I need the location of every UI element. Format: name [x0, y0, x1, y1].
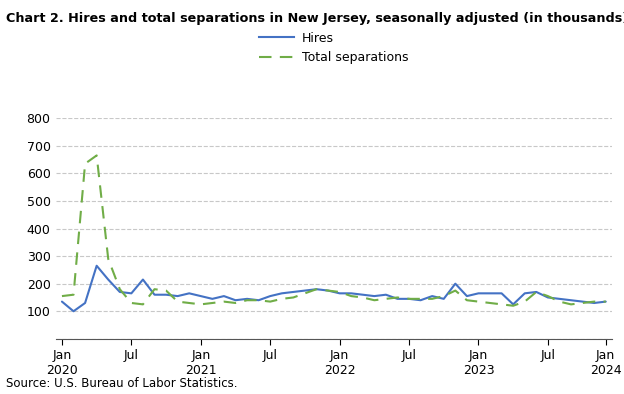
Text: Chart 2. Hires and total separations in New Jersey, seasonally adjusted (in thou: Chart 2. Hires and total separations in …	[6, 12, 624, 25]
Legend: Hires, Total separations: Hires, Total separations	[260, 32, 408, 64]
Text: Source: U.S. Bureau of Labor Statistics.: Source: U.S. Bureau of Labor Statistics.	[6, 377, 238, 390]
